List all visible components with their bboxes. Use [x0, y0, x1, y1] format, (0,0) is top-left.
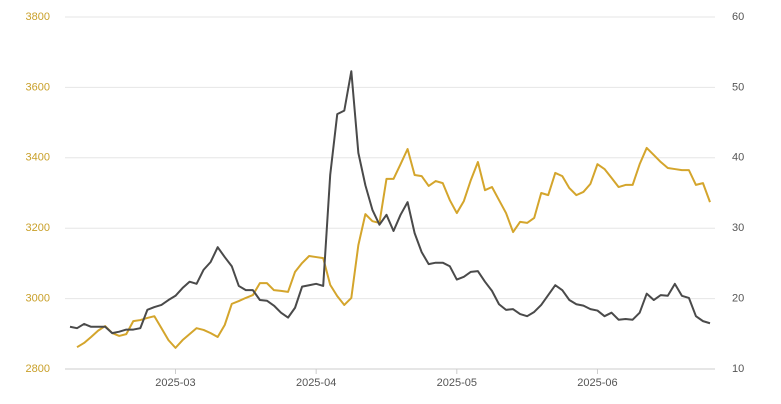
y2-tick-label: 50: [732, 81, 744, 93]
x-tick-label: 2025-05: [437, 377, 477, 389]
y-tick-label: 2800: [26, 363, 50, 375]
y-tick-label: 3600: [26, 81, 50, 93]
series-line: [69, 70, 711, 335]
series-line: [76, 146, 711, 349]
y2-tick-label: 60: [732, 11, 744, 23]
y-tick-label: 3200: [26, 222, 50, 234]
x-tick-label: 2025-04: [296, 377, 336, 389]
x-tick-label: 2025-03: [155, 377, 195, 389]
x-tick-label: 2025-06: [577, 377, 617, 389]
y2-tick-label: 10: [732, 363, 744, 375]
y-tick-label: 3800: [26, 11, 50, 23]
y2-tick-label: 20: [732, 293, 744, 305]
y-tick-label: 3400: [26, 152, 50, 164]
y2-tick-label: 40: [732, 152, 744, 164]
y-tick-label: 3000: [26, 293, 50, 305]
y2-tick-label: 30: [732, 222, 744, 234]
